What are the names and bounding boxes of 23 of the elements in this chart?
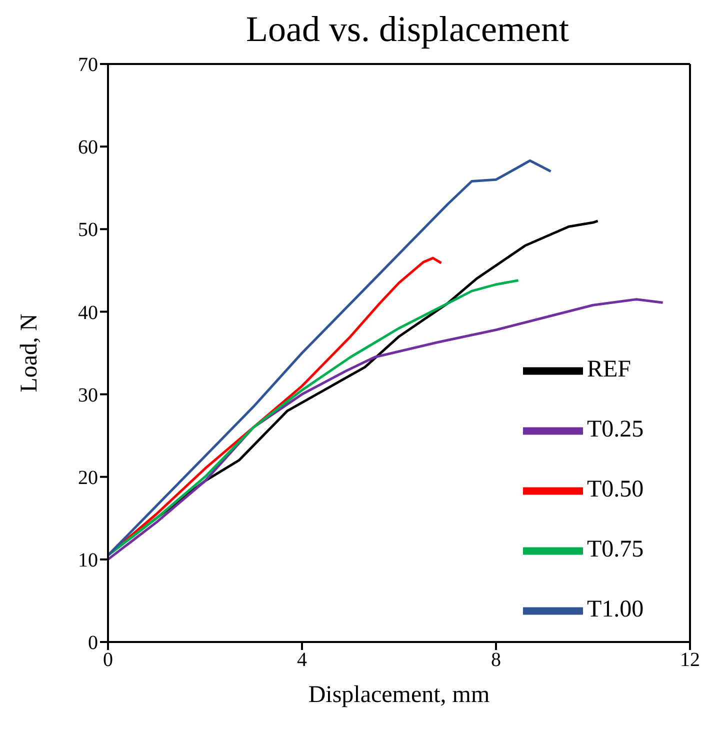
y-tick-label: 50: [78, 219, 98, 242]
x-tick-label: 8: [491, 649, 501, 672]
legend-label: T0.75: [587, 536, 644, 563]
line-series: [108, 298, 664, 561]
y-tick-label: 40: [78, 302, 98, 324]
x-tick-label: 12: [680, 649, 700, 672]
chart-title: Load vs. displacement: [245, 8, 570, 50]
line-series: [108, 159, 552, 557]
y-tick-label: 10: [78, 550, 98, 572]
x-tick-label: 4: [297, 649, 307, 672]
line-series: [108, 279, 520, 557]
legend-label: T0.50: [587, 476, 644, 503]
legend-label: T0.25: [587, 416, 644, 443]
x-axis-title: Displacement, mm: [308, 682, 490, 708]
y-tick-label: 60: [78, 136, 98, 159]
y-axis-title: Load, N: [16, 314, 43, 392]
y-tick-label: 20: [78, 466, 98, 489]
legend-label: T1.00: [587, 596, 644, 623]
y-tick-label: 70: [78, 54, 98, 76]
y-tick-label: 0: [88, 632, 98, 654]
x-tick-label: 0: [103, 649, 113, 672]
legend-label: REF: [587, 356, 632, 383]
y-tick-label: 30: [78, 384, 98, 406]
